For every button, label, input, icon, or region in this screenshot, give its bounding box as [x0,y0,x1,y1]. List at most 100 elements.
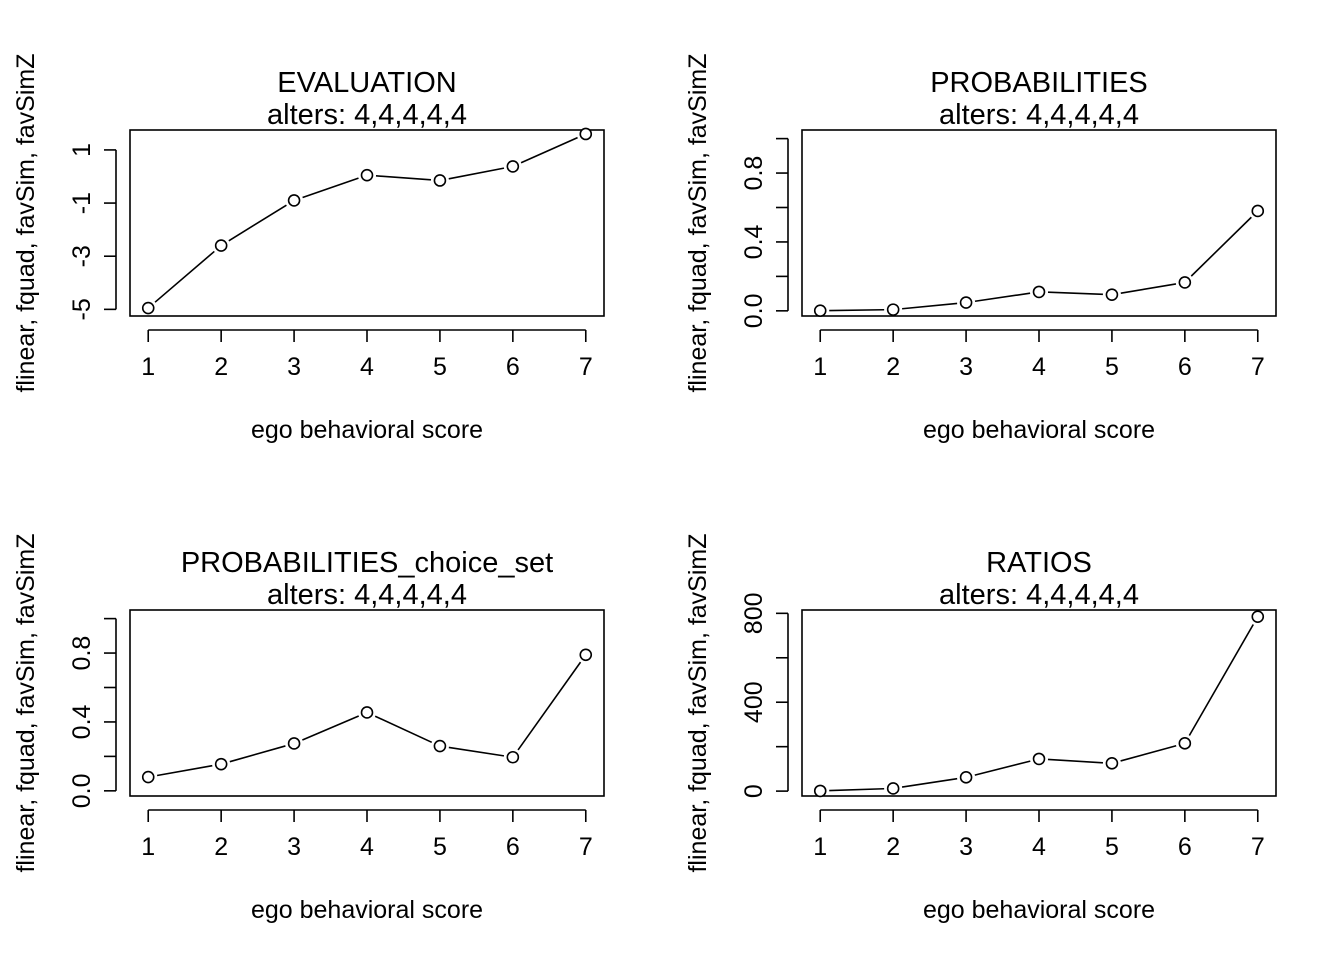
series-line-segment [156,764,213,777]
chart-title: RATIOS [986,547,1092,579]
chart-subtitle: alters: 4,4,4,4,4 [939,99,1139,131]
series-line-segment [448,746,505,757]
data-point [214,239,228,252]
series-line-segment [974,292,1031,303]
plot-frame [129,129,605,317]
data-point [579,648,593,662]
y-tick-label: -5 [68,298,96,320]
y-tick-label: 1 [68,143,96,157]
series-line-segment [1047,291,1103,296]
data-point [1251,204,1265,218]
chart-title: EVALUATION [277,67,456,99]
series-line-segment [1120,283,1177,294]
x-tick-label: 3 [287,833,301,861]
x-tick-label: 7 [579,353,593,381]
y-tick-label: 800 [740,592,768,634]
data-point [813,784,827,798]
series-line-segment [1120,744,1177,762]
y-axis-label: flinear, fquad, favSim, favSimZ [12,533,40,872]
chart-subtitle: alters: 4,4,4,4,4 [267,579,467,611]
data-point [433,739,447,753]
series-line-segment [1047,758,1103,764]
series-line-segment [902,302,958,310]
x-tick-label: 5 [1105,353,1119,381]
data-point [141,301,155,315]
x-tick-label: 3 [959,833,973,861]
x-tick-label: 4 [360,833,374,861]
data-point [1178,737,1192,750]
x-tick-label: 1 [813,353,827,381]
y-tick-label: 400 [740,681,768,723]
x-tick-label: 4 [1032,833,1046,861]
x-tick-label: 5 [433,833,447,861]
data-point [360,168,374,182]
plot-frame [801,129,1277,317]
y-tick-label: -1 [68,192,96,214]
plot-frame [801,609,1277,797]
data-point [959,296,973,309]
data-point [1105,288,1119,301]
data-point [1178,276,1192,289]
data-point [506,750,520,764]
series-line-segment [375,175,432,181]
x-tick-label: 2 [886,353,900,381]
chart-subtitle: alters: 4,4,4,4,4 [939,579,1139,611]
x-tick-label: 4 [360,353,374,381]
x-tick-label: 2 [886,833,900,861]
y-axis-label: flinear, fquad, favSim, favSimZ [684,533,712,872]
x-tick-label: 6 [506,353,520,381]
data-point [1032,285,1046,299]
x-tick-label: 6 [1178,833,1192,861]
series-line-segment [374,715,433,744]
series-line-segment [829,787,885,792]
data-point [1105,757,1119,770]
x-tick-label: 2 [214,833,228,861]
x-tick-label: 7 [579,833,593,861]
series-line-segment [1190,216,1252,277]
x-tick-label: 3 [959,353,973,381]
x-axis-label: ego behavioral score [251,416,483,444]
data-point [287,737,301,750]
x-tick-label: 5 [433,353,447,381]
y-tick-label: 0.0 [740,293,768,328]
chart-title: PROBABILITIES_choice_set [181,547,553,579]
series-line-segment [229,745,286,763]
chart-subtitle: alters: 4,4,4,4,4 [267,99,467,131]
data-point [959,771,973,784]
x-tick-label: 1 [813,833,827,861]
data-point [141,770,155,784]
y-tick-label: 0.0 [68,773,96,808]
y-tick-label: 0 [740,784,768,798]
data-point [886,782,900,795]
data-point [506,160,520,173]
y-tick-label: 0.4 [68,704,96,739]
x-axis-label: ego behavioral score [923,896,1155,924]
plot-frame [129,609,605,797]
chart-title: PROBABILITIES [930,67,1148,99]
series-line-segment [901,777,958,788]
x-axis-label: ego behavioral score [923,416,1155,444]
x-axis-label: ego behavioral score [251,896,483,924]
data-point [886,303,900,316]
data-point [214,757,228,771]
series-line-segment [829,308,885,312]
data-point [1032,752,1046,766]
data-point [813,304,827,317]
x-tick-label: 7 [1251,353,1265,381]
series-line-segment [302,715,360,741]
y-tick-label: 0.8 [740,156,768,191]
y-tick-label: -3 [68,245,96,267]
data-point [360,706,374,719]
data-point [579,127,593,141]
series-line-segment [1188,624,1254,736]
series-line-segment [517,661,582,751]
series-line-segment [228,204,287,242]
series-line-segment [448,167,505,180]
x-tick-label: 3 [287,353,301,381]
y-tick-label: 0.8 [68,636,96,671]
series-line-segment [302,177,359,199]
